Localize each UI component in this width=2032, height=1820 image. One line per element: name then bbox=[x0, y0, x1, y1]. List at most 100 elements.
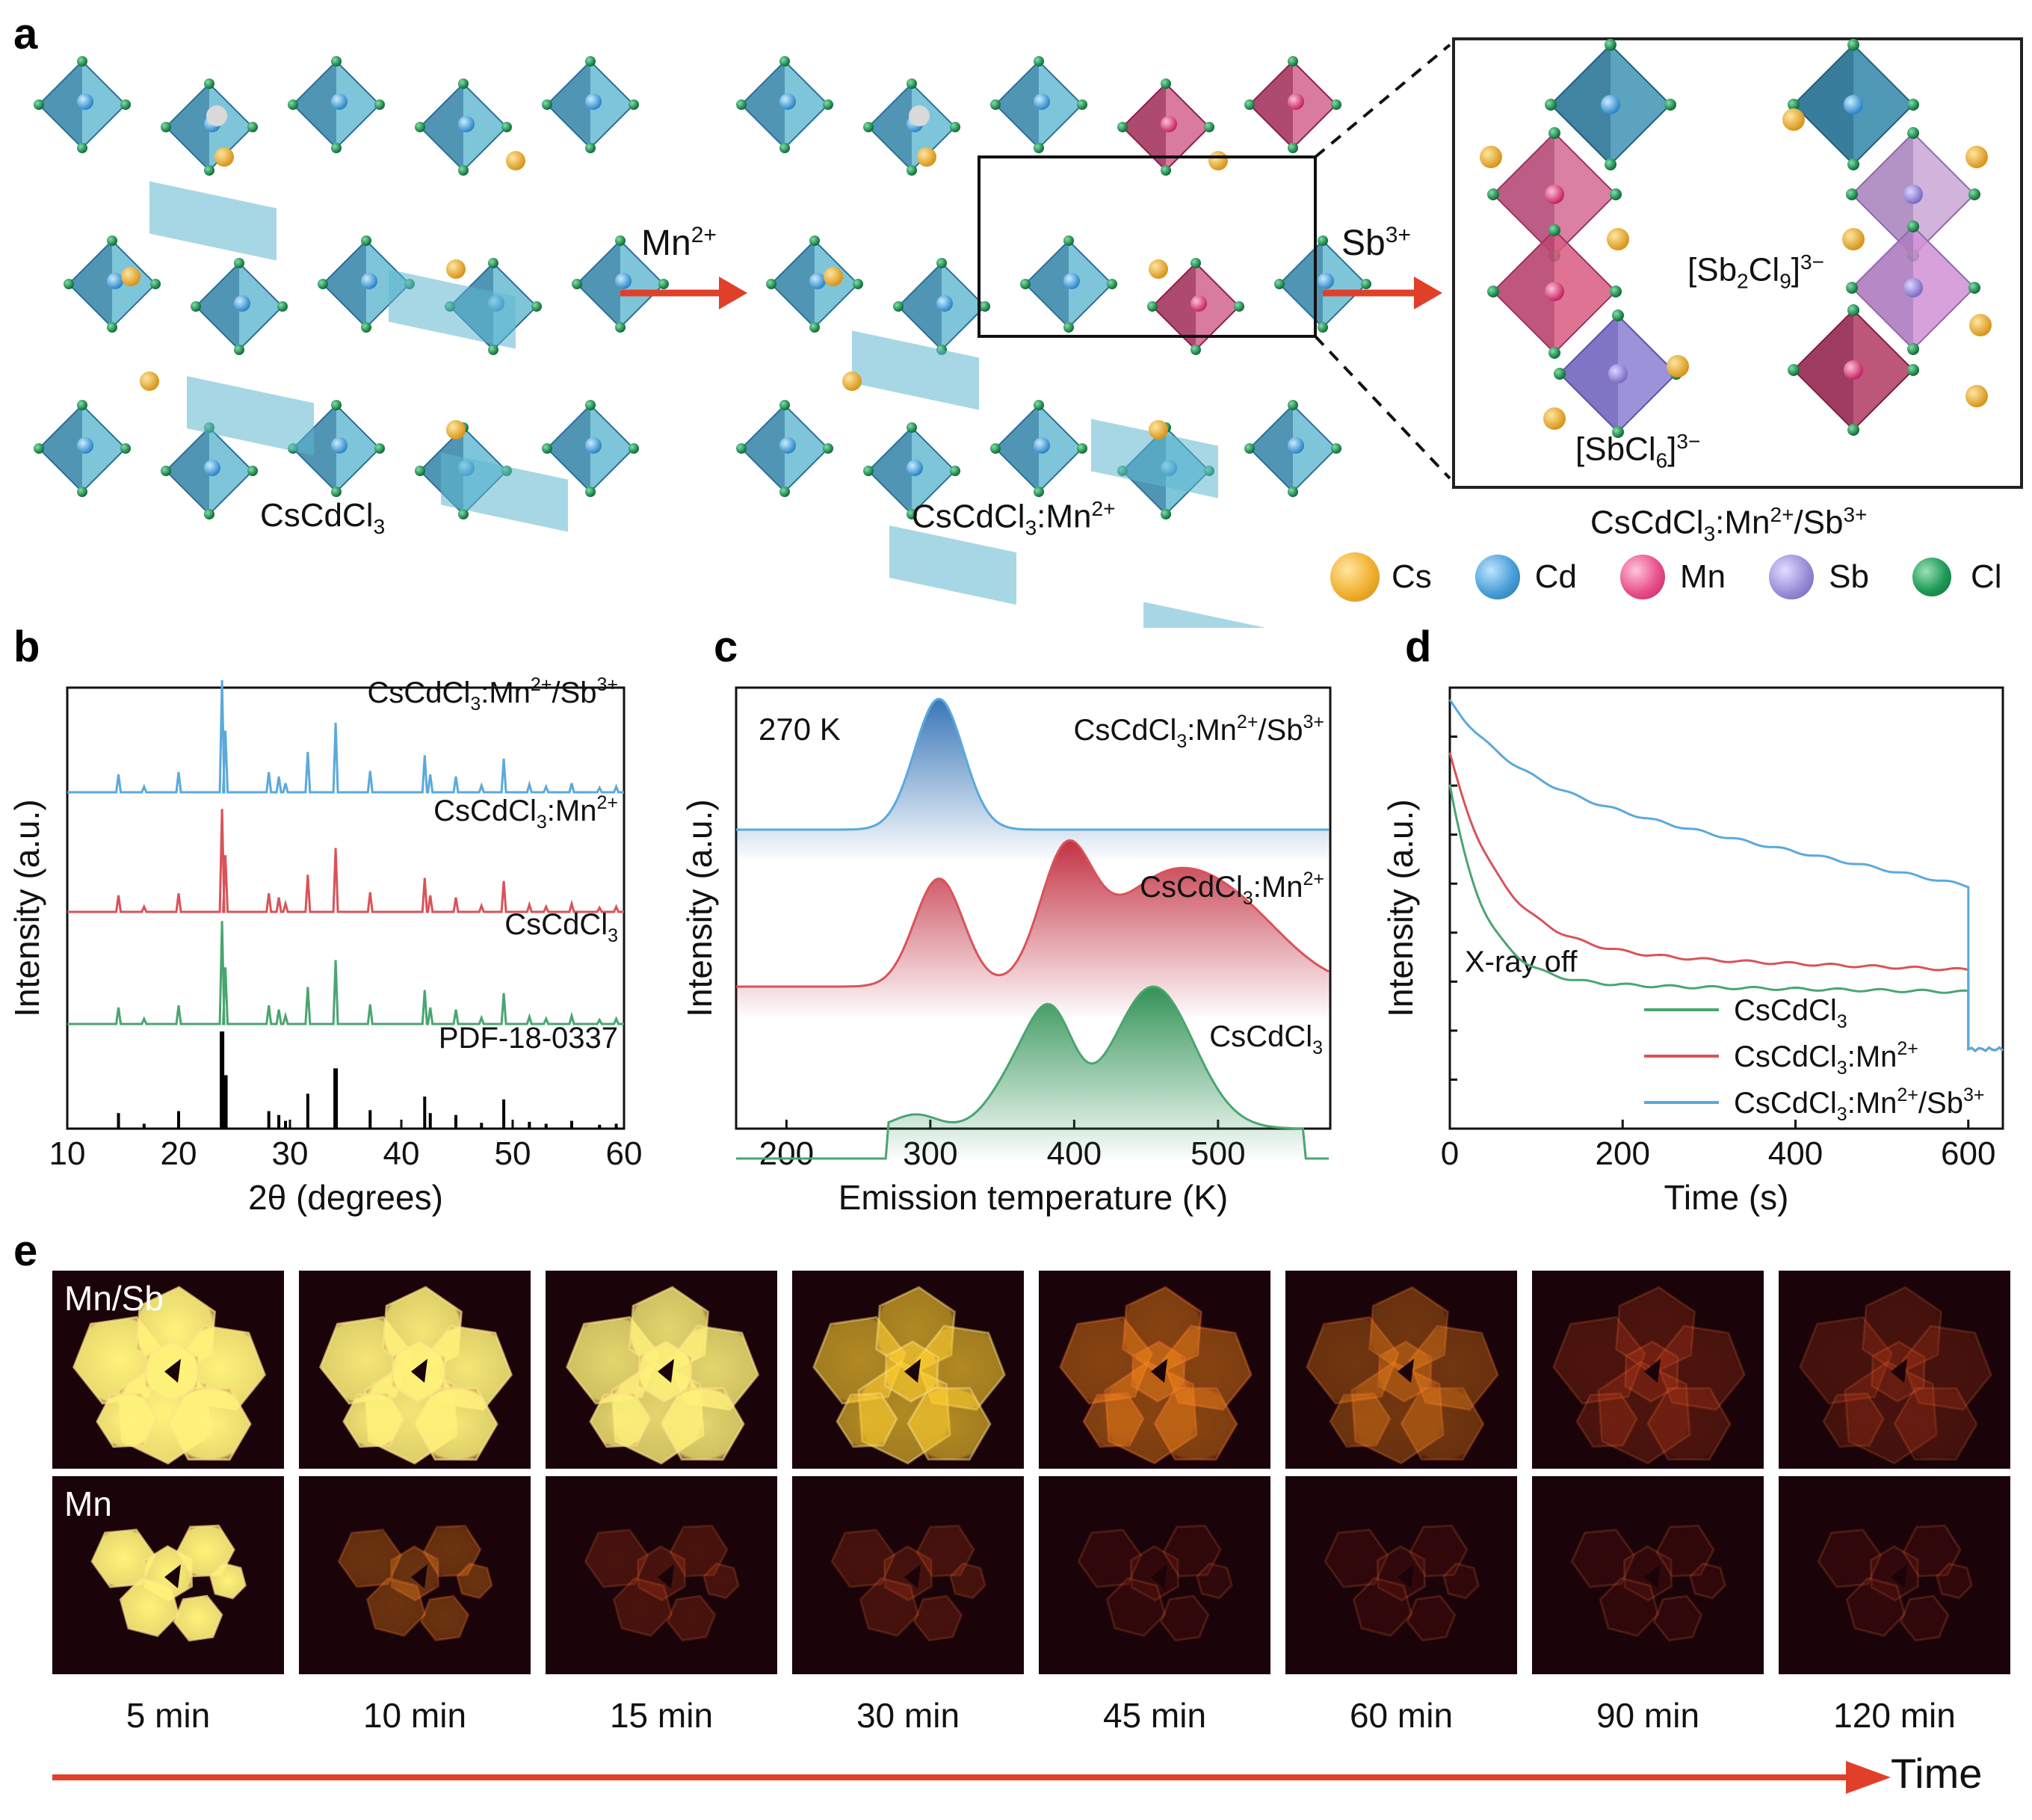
cs-atom-inset bbox=[1965, 146, 1988, 168]
shared-face bbox=[1143, 602, 1270, 628]
crystal-glow bbox=[1575, 1392, 1638, 1449]
crystal-gap bbox=[164, 1564, 181, 1588]
crystal-gap bbox=[1398, 1359, 1414, 1383]
crystal-gap bbox=[1398, 1564, 1414, 1588]
vacancy-atom bbox=[909, 105, 930, 126]
zoom-box bbox=[978, 155, 1317, 338]
panel-label-c: c bbox=[714, 623, 738, 671]
crystal-glow bbox=[666, 1594, 717, 1642]
crystal-gap bbox=[411, 1359, 427, 1383]
time-label: 10 min bbox=[362, 1696, 467, 1735]
crystal-gap bbox=[904, 1564, 921, 1588]
crystal-glow bbox=[1845, 1576, 1906, 1638]
afterglow-photo bbox=[1285, 1476, 1517, 1674]
xrd-pattern-line bbox=[67, 809, 624, 913]
octahedron bbox=[34, 400, 131, 497]
crystal-glow bbox=[209, 1562, 247, 1600]
time-label: 60 min bbox=[1349, 1696, 1454, 1735]
crystal-glow bbox=[1159, 1594, 1210, 1642]
octahedron bbox=[1117, 78, 1214, 176]
tl-curve-line bbox=[736, 985, 1330, 1160]
mn-octahedron-inset bbox=[1487, 224, 1622, 359]
panel-b-xrd-chart: 10 20 30 40 50 60 2θ (degrees) Intensity (a.u.)… bbox=[7, 674, 642, 1217]
shared-face bbox=[441, 452, 568, 532]
mn-octahedron-inset bbox=[1788, 304, 1919, 436]
decay-legend-label: CsCdCl3:Mn2+ bbox=[1734, 1038, 1918, 1079]
cl-atom-icon bbox=[1912, 558, 1951, 596]
octahedron bbox=[161, 78, 258, 176]
shared-face bbox=[149, 181, 277, 261]
photo-image bbox=[584, 1524, 740, 1642]
afterglow-photo bbox=[546, 1271, 777, 1469]
decay-annotation: X-ray off bbox=[1465, 946, 1578, 978]
afterglow-photo bbox=[1039, 1476, 1270, 1674]
time-arrow-shaft bbox=[52, 1774, 1853, 1780]
octahedron bbox=[288, 56, 385, 153]
xrd-pattern-line bbox=[67, 679, 624, 794]
photo-image bbox=[1058, 1286, 1253, 1465]
panel-d-afterglow-chart: 0 200 400 600 Time (s) Intensity (a.u.) X-ray … bbox=[1381, 686, 2004, 1217]
photo-image bbox=[1798, 1286, 1993, 1465]
mn-atom-icon bbox=[1620, 555, 1666, 599]
cs-atom-inset bbox=[1667, 355, 1689, 377]
crystal-glow bbox=[456, 1562, 493, 1600]
cs-atom bbox=[1149, 259, 1168, 279]
element-legend: Cs Cd Mn Sb Cl bbox=[1330, 552, 2002, 602]
crystal-glow bbox=[1442, 1562, 1480, 1600]
xrd-series-label: CsCdCl3 bbox=[504, 908, 618, 946]
zoom-line-bottom bbox=[1314, 335, 1451, 480]
panel-label-e: e bbox=[13, 1227, 38, 1275]
crystal-gap bbox=[1151, 1359, 1167, 1383]
cs-atom bbox=[1149, 420, 1168, 439]
octahedron bbox=[990, 400, 1087, 497]
afterglow-photo bbox=[792, 1476, 1024, 1674]
decay-xlabel: Time (s) bbox=[1664, 1178, 1789, 1217]
crystal-glow bbox=[365, 1576, 427, 1638]
cs-atom bbox=[446, 259, 466, 279]
crystal-glow bbox=[167, 1386, 252, 1461]
afterglow-photo: Mn bbox=[52, 1476, 284, 1674]
crystal-glow bbox=[419, 1594, 470, 1642]
octahedron bbox=[1244, 56, 1341, 153]
time-arrow-head-icon bbox=[1846, 1761, 1891, 1794]
sb-atom-icon bbox=[1769, 555, 1815, 599]
cs-atom-inset bbox=[1543, 407, 1566, 430]
afterglow-photo bbox=[792, 1271, 1024, 1469]
cs-atom bbox=[214, 147, 234, 167]
crystal-glow bbox=[119, 1576, 180, 1638]
crystal-glow bbox=[173, 1594, 223, 1642]
shared-face bbox=[852, 330, 979, 410]
crystal-glow bbox=[1196, 1562, 1233, 1600]
octahedron bbox=[990, 56, 1087, 153]
crystal-glow bbox=[907, 1386, 992, 1461]
shared-face bbox=[889, 525, 1016, 605]
cs-atom-inset bbox=[1607, 228, 1629, 250]
time-label: 45 min bbox=[1102, 1696, 1207, 1735]
crystal-glow bbox=[660, 1386, 745, 1461]
afterglow-photo bbox=[1532, 1476, 1764, 1674]
mn-doping-arrow bbox=[620, 277, 747, 309]
legend-sb: Sb bbox=[1829, 558, 1869, 595]
octahedron bbox=[736, 56, 833, 153]
legend-cd: Cd bbox=[1534, 558, 1578, 595]
afterglow-photo bbox=[546, 1476, 777, 1674]
decay-curve bbox=[1448, 752, 2004, 1053]
crystal-glow bbox=[1406, 1594, 1457, 1642]
crystal-glow bbox=[1153, 1386, 1238, 1461]
xrd-ylabel: Intensity (a.u.) bbox=[7, 799, 46, 1017]
crystal-gap bbox=[164, 1359, 181, 1383]
sbcl6-label: [SbCl6]3− bbox=[1575, 430, 1701, 472]
time-label: 5 min bbox=[126, 1696, 211, 1735]
photo-image bbox=[1817, 1524, 1973, 1642]
crystal-gap bbox=[1151, 1564, 1167, 1588]
octahedron bbox=[863, 422, 960, 519]
decay-curve bbox=[1448, 784, 2004, 1053]
panel-a-figure bbox=[34, 37, 2023, 628]
time-label: 90 min bbox=[1596, 1696, 1700, 1735]
cs-atom-icon bbox=[1330, 552, 1380, 602]
afterglow-photo: Mn/Sb bbox=[52, 1271, 284, 1469]
cs-atom bbox=[121, 267, 140, 286]
crystal-glow bbox=[1105, 1576, 1167, 1638]
octahedron bbox=[1244, 400, 1341, 497]
cs-atom bbox=[140, 371, 159, 391]
